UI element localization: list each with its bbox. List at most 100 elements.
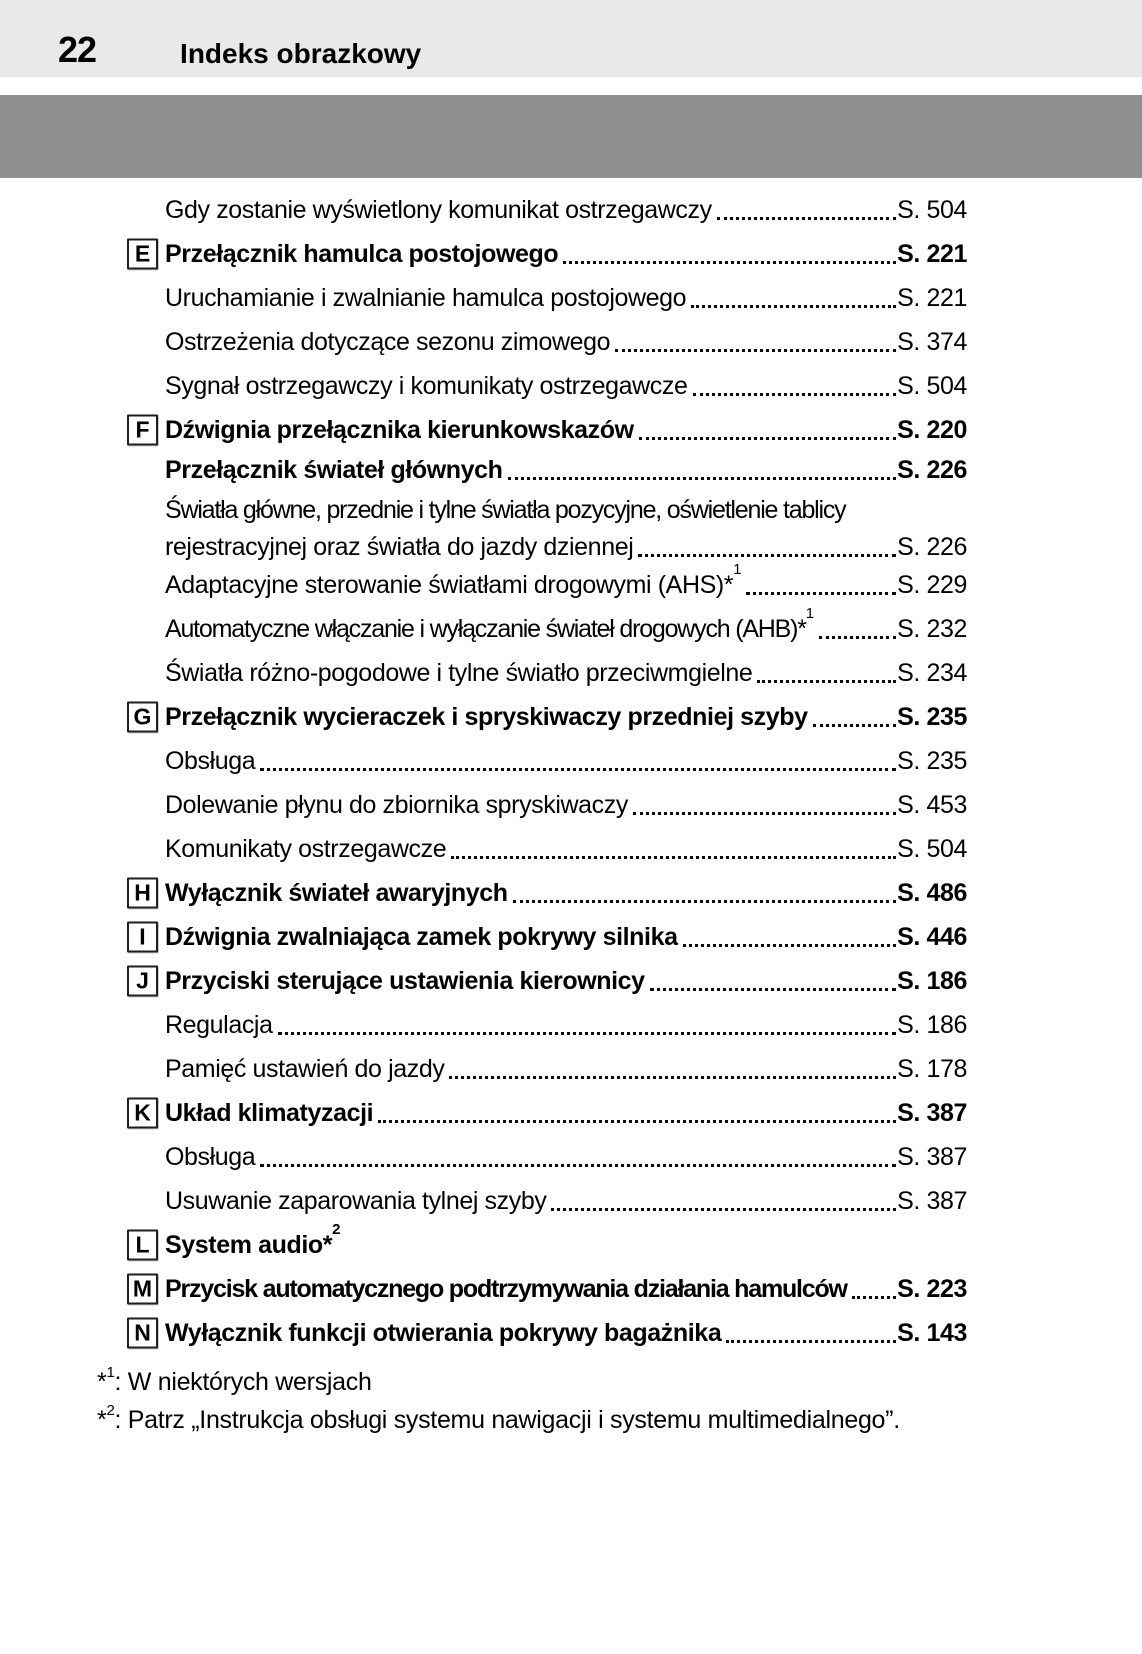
- entry-text: Ostrzeżenia dotyczące sezonu zimowego: [165, 327, 611, 356]
- entry-row: Obsługa S. 235: [165, 739, 967, 783]
- entry-row: M Przycisk automatycznego podtrzymywania …: [127, 1267, 967, 1311]
- page-ref: S. 446: [897, 922, 967, 951]
- page-ref: S. 221: [897, 283, 967, 312]
- entry-text: Wyłącznik funkcji otwierania pokrywy bag…: [165, 1318, 722, 1347]
- entry-text: Dźwignia przełącznika kierunkowskazów: [165, 415, 634, 444]
- entry-text: Dźwignia zwalniająca zamek pokrywy silni…: [165, 922, 678, 951]
- entry-text: rejestracyjnej oraz światła do jazdy dzi…: [165, 533, 634, 561]
- page-header-band: 22 Indeks obrazkowy: [0, 0, 1142, 77]
- entry-row: Sygnał ostrzegawczy i komunikaty ostrzeg…: [165, 364, 967, 408]
- page-ref: S. 186: [897, 966, 967, 995]
- page-ref: S. 223: [897, 1274, 967, 1303]
- footnote-marker: *: [97, 1367, 107, 1396]
- entry-text: Dolewanie płynu do zbiornika spryskiwacz…: [165, 790, 628, 819]
- dot-leader: [615, 348, 897, 352]
- page-ref: S. 374: [897, 327, 967, 356]
- letter-box: H: [127, 877, 158, 909]
- entry-row: L System audio*2: [127, 1221, 967, 1267]
- dot-leader: [716, 216, 897, 220]
- entry-row: I Dźwignia zwalniająca zamek pokrywy siln…: [127, 915, 967, 959]
- entry-text: Układ klimatyzacji: [165, 1098, 374, 1127]
- entry-text: Regulacja: [165, 1010, 273, 1039]
- letter-box: K: [127, 1097, 158, 1129]
- entry-row: Światła główne, przednie i tylne światła…: [165, 488, 967, 532]
- dot-leader: [819, 635, 897, 639]
- dot-leader: [260, 767, 897, 771]
- superscript: 2: [332, 1221, 341, 1239]
- entry-text: Automatyczne włączanie i wyłączanie świa…: [165, 605, 815, 643]
- letter-box: F: [127, 414, 158, 446]
- entry-text: Pamięć ustawień do jazdy: [165, 1054, 445, 1083]
- entry-text: Uruchamianie i zwalnianie hamulca postoj…: [165, 283, 687, 312]
- entry-row: Usuwanie zaparowania tylnej szyby S. 387: [165, 1179, 967, 1223]
- dot-leader: [649, 987, 897, 991]
- entry-row: J Przyciski sterujące ustawienia kierowni…: [127, 959, 967, 1003]
- entry-text: Przycisk automatycznego podtrzymywania d…: [165, 1274, 848, 1303]
- page-ref: S. 504: [897, 834, 967, 863]
- dot-leader: [449, 1075, 897, 1079]
- entry-row: Przełącznik świateł głównych S. 226: [165, 452, 967, 488]
- entry-text: Przełącznik świateł głównych: [165, 455, 503, 484]
- dot-leader: [746, 591, 897, 595]
- entry-row: Gdy zostanie wyświetlony komunikat ostrz…: [165, 188, 967, 232]
- entry-text: Usuwanie zaparowania tylnej szyby: [165, 1186, 547, 1215]
- page-ref: S. 504: [897, 195, 967, 224]
- dot-leader: [638, 436, 897, 440]
- entry-row: Dolewanie płynu do zbiornika spryskiwacz…: [165, 783, 967, 827]
- entry-text: Sygnał ostrzegawczy i komunikaty ostrzeg…: [165, 371, 688, 400]
- entry-text: Komunikaty ostrzegawcze: [165, 834, 447, 863]
- entry-text: Obsługa: [165, 746, 256, 775]
- page-ref: S. 234: [897, 658, 967, 687]
- page-ref: S. 229: [897, 570, 967, 599]
- entry-row: G Przełącznik wycieraczek i spryskiwaczy …: [127, 695, 967, 739]
- entry-row: rejestracyjnej oraz światła do jazdy dzi…: [165, 532, 967, 563]
- entry-text: Światła główne, przednie i tylne światła…: [165, 495, 847, 524]
- dot-leader: [726, 1339, 897, 1343]
- toc: Gdy zostanie wyświetlony komunikat ostrz…: [127, 188, 967, 1355]
- entry-row: Uruchamianie i zwalnianie hamulca postoj…: [165, 276, 967, 320]
- page-ref: S. 504: [897, 371, 967, 400]
- footnote-text: : W niektórych wersjach: [114, 1367, 372, 1396]
- page-ref: S. 143: [897, 1318, 967, 1347]
- entry-row: E Przełącznik hamulca postojowego S. 221: [127, 232, 967, 276]
- page-ref: S. 226: [897, 455, 967, 484]
- entry-text: Przełącznik hamulca postojowego: [165, 239, 559, 268]
- dot-leader: [563, 260, 897, 264]
- entry-row: Światła różno-pogodowe i tylne światło p…: [165, 651, 967, 695]
- entry-text: Wyłącznik świateł awaryjnych: [165, 878, 508, 907]
- page-ref: S. 387: [897, 1098, 967, 1127]
- superscript: 1: [733, 561, 742, 579]
- entry-text: Przełącznik wycieraczek i spryskiwaczy p…: [165, 702, 808, 731]
- dot-leader: [682, 943, 897, 947]
- page-ref: S. 178: [897, 1054, 967, 1083]
- dot-leader: [551, 1207, 897, 1211]
- footnote: * 1: W niektórych wersjach: [97, 1364, 372, 1396]
- entry-text: Przyciski sterujące ustawienia kierownic…: [165, 966, 645, 995]
- entry-row: Automatyczne włączanie i wyłączanie świa…: [165, 605, 967, 651]
- entry-row: Pamięć ustawień do jazdy S. 178: [165, 1047, 967, 1091]
- letter-box: E: [127, 238, 158, 270]
- page-ref: S. 453: [897, 790, 967, 819]
- letter-box: N: [127, 1317, 158, 1349]
- superscript: 1: [805, 605, 815, 623]
- entry-text: System audio*2: [165, 1221, 341, 1259]
- dot-leader: [812, 723, 897, 727]
- entry-row: Obsługa S. 387: [165, 1135, 967, 1179]
- dot-leader: [692, 392, 897, 396]
- page-ref: S. 232: [897, 614, 967, 643]
- entry-row: Komunikaty ostrzegawcze S. 504: [165, 827, 967, 871]
- entry-text: Światła różno-pogodowe i tylne światło p…: [165, 658, 753, 687]
- dot-leader: [507, 476, 897, 480]
- dot-leader: [632, 811, 897, 815]
- entry-row: Adaptacyjne sterowanie światłami drogowy…: [165, 561, 967, 607]
- entry-row: K Układ klimatyzacji S. 387: [127, 1091, 967, 1135]
- footnote-marker: *: [97, 1405, 107, 1434]
- entry-row: Regulacja S. 186: [165, 1003, 967, 1047]
- entry-row: H Wyłącznik świateł awaryjnych S. 486: [127, 871, 967, 915]
- footnotes: * 1: W niektórych wersjach * 2: Patrz „Ins…: [97, 1363, 967, 1439]
- page-ref: S. 387: [897, 1142, 967, 1171]
- page-ref: S. 387: [897, 1186, 967, 1215]
- dot-leader: [260, 1163, 897, 1167]
- dot-leader: [691, 304, 897, 308]
- entry-text: Obsługa: [165, 1142, 256, 1171]
